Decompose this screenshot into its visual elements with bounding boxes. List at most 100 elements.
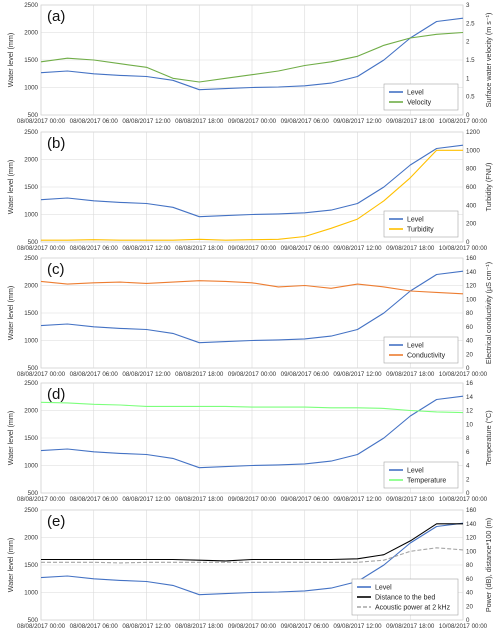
y-tick-label: 1500 <box>24 562 38 569</box>
y2-tick-label: 120 <box>466 535 477 542</box>
x-tick-label: 08/08/2017 12:00 <box>122 496 171 503</box>
x-tick-label: 09/08/2017 00:00 <box>228 496 277 503</box>
legend-label-distance-to-the-bed: Distance to the bed <box>375 595 435 602</box>
x-tick-label: 08/08/2017 18:00 <box>175 623 224 630</box>
series-line-velocity <box>40 31 464 83</box>
x-tick-label: 09/08/2017 06:00 <box>281 496 330 503</box>
x-tick-label: 08/08/2017 00:00 <box>17 118 66 125</box>
y2-tick-label: 1200 <box>466 129 480 136</box>
panel-label: (a) <box>47 8 65 25</box>
legend: Level Conductivity <box>383 336 459 364</box>
legend-label-conductivity: Conductivity <box>407 353 446 360</box>
legend-label-level: Level <box>375 585 392 592</box>
x-tick-label: 09/08/2017 06:00 <box>281 623 330 630</box>
x-tick-label: 10/08/2017 00:00 <box>439 623 488 630</box>
y2-tick-label: 100 <box>466 548 477 555</box>
x-tick-label: 09/08/2017 00:00 <box>228 371 277 378</box>
legend-box <box>383 210 459 238</box>
y2-tick-label: 3 <box>466 2 470 9</box>
y2-tick-label: 16 <box>466 380 473 387</box>
legend: Level Temperature <box>383 461 459 489</box>
x-tick-label: 10/08/2017 00:00 <box>439 496 488 503</box>
x-tick-label: 09/08/2017 18:00 <box>386 623 435 630</box>
y2-tick-label: 20 <box>466 351 473 358</box>
x-tick-label: 08/08/2017 12:00 <box>122 371 171 378</box>
panel-label: (b) <box>47 135 65 152</box>
x-tick-label: 08/08/2017 06:00 <box>70 245 119 252</box>
y-tick-label: 2500 <box>24 255 38 262</box>
y-tick-label: 2000 <box>24 30 38 37</box>
y2-tick-label: 6 <box>466 449 470 456</box>
y2-tick-label: 0 <box>466 112 470 119</box>
x-tick-label: 08/08/2017 12:00 <box>122 118 171 125</box>
series-line-acoustic-power-at-2-khz <box>41 547 464 564</box>
y2-tick-label: 160 <box>466 255 477 262</box>
y2-tick-label: 0 <box>466 365 470 372</box>
series-line-level <box>40 522 464 596</box>
y2-tick-label: 60 <box>466 324 473 331</box>
x-tick-label: 10/08/2017 00:00 <box>439 118 488 125</box>
y2-tick-label: 4 <box>466 463 470 470</box>
x-tick-label: 08/08/2017 00:00 <box>17 623 66 630</box>
y-axis-label: Water level (mm) <box>6 286 15 340</box>
x-tick-label: 08/08/2017 18:00 <box>175 496 224 503</box>
series-line-level <box>40 395 464 469</box>
legend-label-level: Level <box>407 217 424 224</box>
y-tick-label: 2000 <box>24 283 38 290</box>
y-tick-label: 1500 <box>24 184 38 191</box>
y-tick-label: 2500 <box>24 2 38 9</box>
y-tick-label: 2500 <box>24 507 38 514</box>
y-axis-label: Water level (mm) <box>6 411 15 465</box>
y-tick-label: 1500 <box>24 57 38 64</box>
legend-label-level: Level <box>407 343 424 350</box>
y-tick-label: 1000 <box>24 212 38 219</box>
y2-tick-label: 60 <box>466 576 473 583</box>
x-tick-label: 08/08/2017 12:00 <box>122 623 171 630</box>
legend-label-level: Level <box>407 468 424 475</box>
y-tick-label: 500 <box>28 112 39 119</box>
x-tick-label: 09/08/2017 18:00 <box>386 118 435 125</box>
y2-axis-label: Turbidity (FNU) <box>484 163 493 212</box>
legend-label-acoustic-power-at-2-khz: Acoustic power at 2 kHz <box>375 605 451 612</box>
y2-tick-label: 10 <box>466 421 473 428</box>
y2-tick-label: 140 <box>466 521 477 528</box>
y-axis-label: Water level (mm) <box>6 160 15 214</box>
x-tick-label: 09/08/2017 06:00 <box>281 118 330 125</box>
y2-axis-label: Power (dB), distance*100 (m) <box>484 518 493 612</box>
legend: Level Velocity <box>383 83 459 111</box>
y2-tick-label: 2 <box>466 39 470 46</box>
y-tick-label: 500 <box>28 617 39 624</box>
legend-box <box>383 461 459 489</box>
series-line-temperature <box>40 401 464 414</box>
y2-tick-label: 12 <box>466 408 473 415</box>
legend: Level Turbidity <box>383 210 459 238</box>
y2-tick-label: 400 <box>466 202 477 209</box>
y2-tick-label: 800 <box>466 166 477 173</box>
x-tick-label: 08/08/2017 18:00 <box>175 371 224 378</box>
y-tick-label: 1000 <box>24 463 38 470</box>
y2-tick-label: 0 <box>466 490 470 497</box>
legend: Level Distance to the bed Acoustic power a… <box>351 578 459 616</box>
x-tick-label: 09/08/2017 12:00 <box>333 245 382 252</box>
y2-tick-label: 600 <box>466 184 477 191</box>
x-tick-label: 09/08/2017 12:00 <box>333 623 382 630</box>
y2-tick-label: 0.5 <box>466 94 475 101</box>
series-line-turbidity <box>41 149 463 241</box>
x-tick-label: 08/08/2017 06:00 <box>70 496 119 503</box>
y-tick-label: 1000 <box>24 590 38 597</box>
y-tick-label: 2500 <box>24 380 38 387</box>
series-line-distance-to-the-bed <box>41 523 463 562</box>
y2-tick-label: 80 <box>466 310 473 317</box>
y2-tick-label: 20 <box>466 603 473 610</box>
y2-tick-label: 0 <box>466 617 470 624</box>
y2-tick-label: 40 <box>466 590 473 597</box>
y-tick-label: 500 <box>28 490 39 497</box>
x-tick-label: 09/08/2017 12:00 <box>333 118 382 125</box>
y-tick-label: 2000 <box>24 535 38 542</box>
y2-tick-label: 100 <box>466 296 477 303</box>
legend-box <box>383 336 459 364</box>
